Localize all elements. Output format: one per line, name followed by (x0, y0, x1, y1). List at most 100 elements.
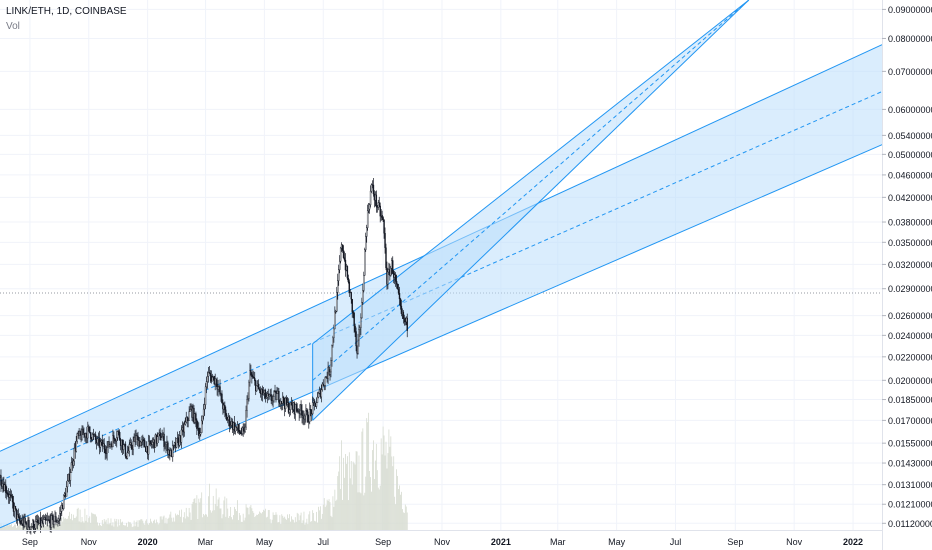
volume-bar (12, 526, 13, 530)
volume-bar (181, 509, 182, 530)
candle-body (160, 437, 162, 441)
volume-bar (287, 514, 288, 530)
volume-bar (175, 513, 177, 530)
time-axis[interactable]: Sep Nov 2020 Mar May Jul Sep Nov 2021 Mar May Jul Se… (22, 537, 863, 547)
regression-channels[interactable] (0, 0, 883, 529)
channel-lower-line[interactable] (312, 0, 750, 421)
candle-body (183, 424, 186, 433)
volume-bar (301, 523, 303, 530)
candle-body (338, 260, 341, 270)
volume-bar (43, 524, 45, 530)
volume-bar (41, 525, 42, 530)
volume-bar (237, 520, 239, 530)
volume-bar (320, 518, 322, 530)
volume-bar (365, 476, 367, 530)
candle-body (384, 233, 386, 248)
volume-bar (172, 521, 174, 530)
candle-body (99, 441, 102, 448)
volume-bar (103, 519, 105, 530)
volume-bar (115, 521, 117, 530)
candle-body (70, 462, 73, 473)
candle-body (11, 496, 14, 503)
candle-body (30, 526, 32, 531)
volume-bar (45, 521, 47, 530)
volume-bar (322, 504, 324, 530)
volume-bar (60, 524, 62, 530)
candle-body (117, 431, 119, 438)
candle-body (396, 284, 399, 290)
volume-bar (254, 517, 256, 530)
candle-body (87, 426, 89, 439)
volume-bar (371, 491, 372, 530)
candle-body (196, 419, 198, 429)
volume-bar (126, 526, 128, 530)
volume-bar (123, 524, 124, 530)
volume-bar (95, 514, 96, 530)
volume-bar (353, 463, 355, 530)
volume-bar (56, 523, 58, 530)
volume-bar (145, 520, 147, 530)
volume-bar (246, 507, 248, 530)
volume-bar (196, 495, 198, 530)
candle-body (362, 290, 364, 303)
candle-body (324, 377, 326, 386)
volume-bar (294, 517, 296, 530)
volume-bar (345, 454, 346, 530)
candle-body (228, 416, 231, 427)
candle-body (66, 480, 69, 487)
volume-bar (230, 507, 232, 530)
volume-bar (150, 518, 151, 530)
volume-bar (398, 489, 399, 530)
volume-bar (68, 515, 69, 530)
volume-bar (258, 513, 260, 530)
volume-bar (165, 517, 167, 530)
candle-body (55, 516, 57, 523)
candle-body (257, 383, 260, 390)
candle-body (344, 259, 347, 271)
candle-body (62, 494, 65, 509)
volume-bar (248, 514, 250, 530)
candle-body (283, 397, 285, 404)
volume-bar (312, 510, 314, 530)
volume-bar (373, 440, 374, 530)
volume-bar (264, 510, 265, 530)
candle-body (268, 394, 270, 397)
candle-body (399, 298, 402, 307)
volume-bar (38, 523, 39, 530)
volume-bar (183, 512, 185, 530)
volume-bar (104, 521, 106, 530)
symbol-title[interactable]: LINK/ETH, 1D, COINBASE (6, 6, 127, 17)
volume-indicator-label[interactable]: Vol (6, 21, 20, 32)
volume-bar (3, 524, 5, 530)
candle-body (337, 280, 339, 293)
candle-body (322, 383, 324, 387)
volume-bar (110, 518, 112, 530)
channel-lower-line[interactable] (0, 144, 883, 529)
volume-bar (6, 524, 8, 530)
price-tick-label: 0.02000000 (888, 376, 932, 386)
volume-bar (340, 488, 342, 530)
candle-body (226, 415, 228, 421)
volume-bar (277, 522, 279, 530)
volume-bar (168, 517, 170, 530)
volume-bar (245, 504, 247, 530)
volume-bar (125, 525, 126, 530)
volume-bar (358, 455, 360, 530)
volume-bar (147, 523, 149, 530)
price-axis[interactable]: 0.01120000 0.01210000 0.01310000 0.01430000… (882, 5, 932, 529)
volume-bar (128, 522, 130, 530)
channel-mid-line[interactable] (312, 0, 750, 381)
volume-bar (374, 479, 375, 530)
candle-body (255, 385, 258, 392)
volume-bar (137, 526, 139, 530)
channel-upper-line[interactable] (312, 0, 750, 345)
volume-bar (158, 523, 160, 530)
volume-bar (385, 441, 387, 530)
volume-bar (401, 491, 402, 530)
volume-bar (282, 515, 284, 530)
candle-body (7, 493, 9, 495)
volume-bar (290, 521, 291, 530)
candle-body (320, 389, 323, 398)
volume-bar (347, 500, 349, 530)
